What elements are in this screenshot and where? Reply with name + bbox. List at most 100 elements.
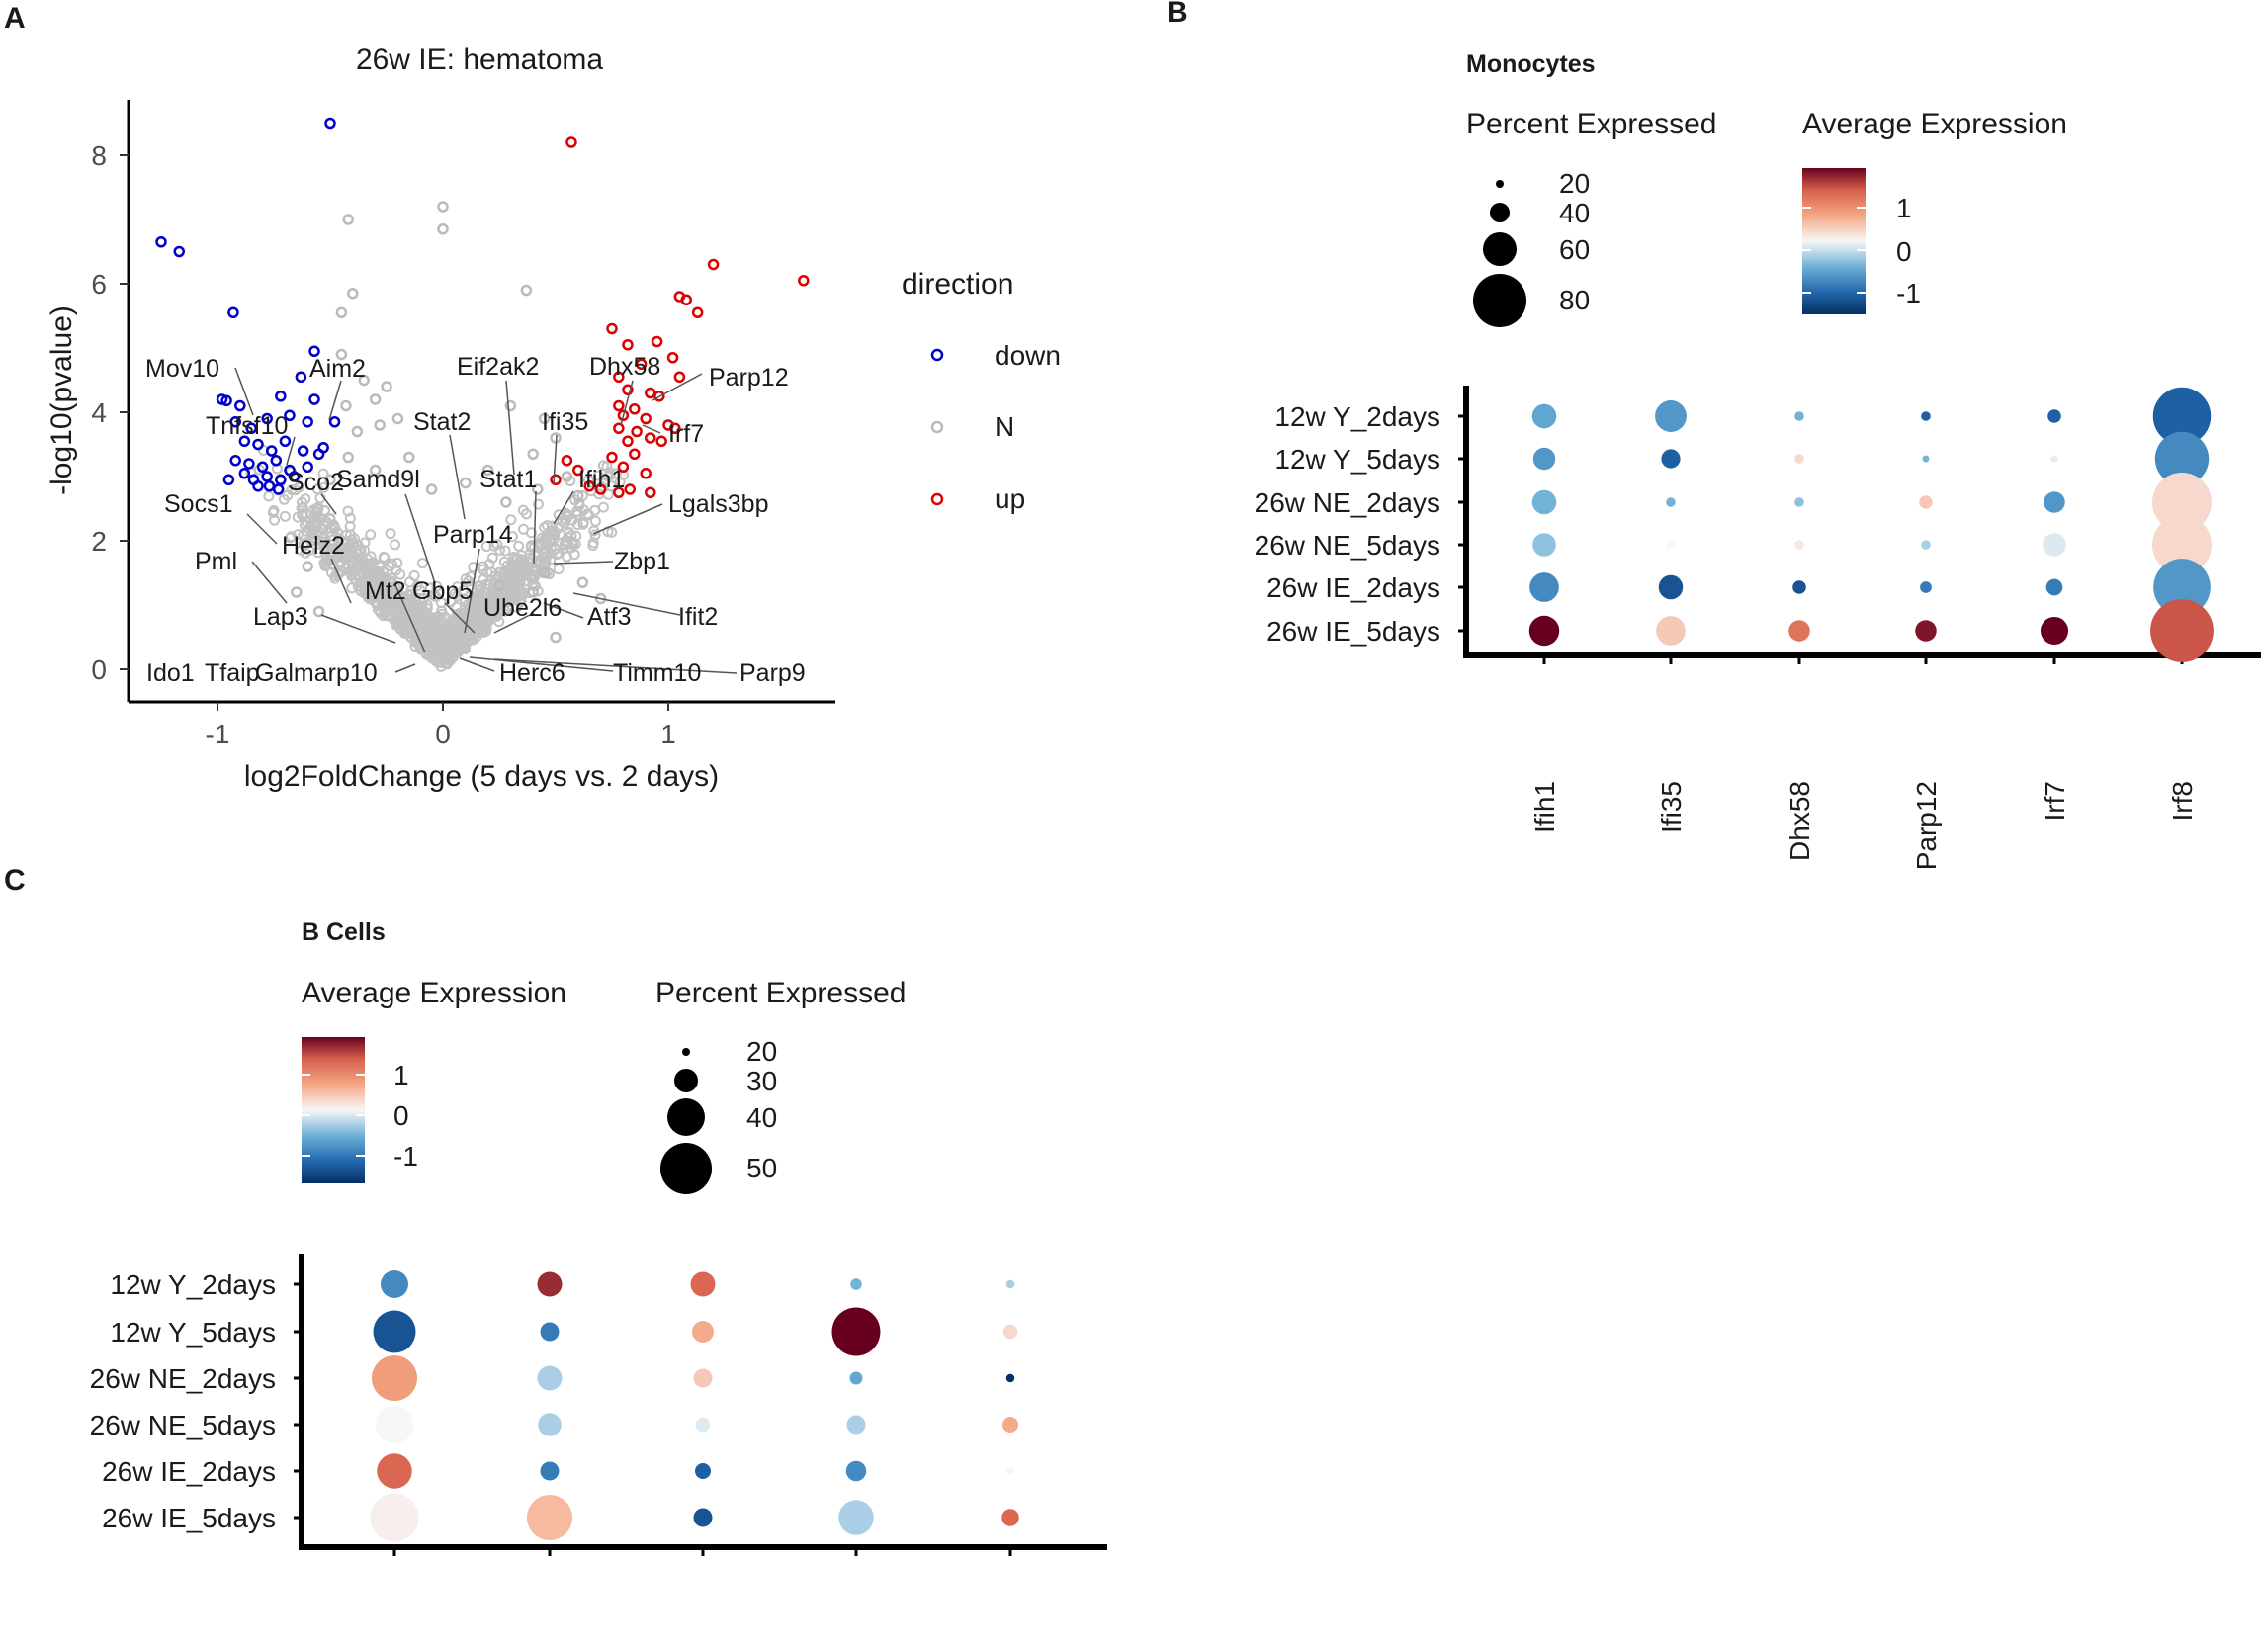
volcano-point-n bbox=[378, 551, 390, 563]
dot bbox=[540, 1461, 560, 1481]
dot bbox=[1655, 400, 1687, 432]
volcano-point-n bbox=[460, 477, 472, 489]
row-label: 12w Y_5days bbox=[1274, 444, 1440, 475]
volcano-point-down bbox=[328, 416, 341, 428]
volcano-point-up bbox=[622, 339, 634, 351]
volcano-point-up bbox=[622, 384, 634, 395]
volcano-point-down bbox=[222, 474, 235, 485]
size-legend-value: 50 bbox=[746, 1153, 777, 1183]
volcano-point-n bbox=[382, 610, 393, 622]
volcano-point-n bbox=[571, 519, 583, 531]
gene-label: Mov10 bbox=[145, 355, 219, 383]
volcano-point-down bbox=[256, 461, 269, 473]
volcano-point-n bbox=[394, 618, 406, 630]
volcano-point-n bbox=[493, 579, 505, 592]
dot bbox=[1658, 574, 1684, 600]
panel-b-label: B bbox=[1167, 0, 1188, 29]
volcano-point-down bbox=[252, 480, 264, 492]
dot bbox=[370, 1493, 419, 1542]
dot bbox=[2040, 616, 2069, 646]
volcano-point-down bbox=[252, 438, 264, 451]
volcano-point-n bbox=[572, 489, 584, 502]
legend-n-label: N bbox=[995, 411, 1014, 442]
dot bbox=[849, 1371, 863, 1385]
volcano-point-n bbox=[468, 562, 479, 573]
volcano-point-n bbox=[589, 515, 601, 527]
volcano-point-n bbox=[484, 614, 496, 626]
direction-legend-title: direction bbox=[902, 268, 1013, 301]
legend-up-label: up bbox=[995, 483, 1025, 514]
dot bbox=[1531, 403, 1557, 429]
size-legend-value: 80 bbox=[1559, 285, 1590, 315]
y-tick-label: 8 bbox=[91, 140, 107, 171]
size-legend-title: Percent Expressed bbox=[1466, 108, 1716, 140]
gene-label: Ube2l6 bbox=[483, 594, 562, 622]
dot bbox=[2047, 409, 2061, 423]
volcano-point-n bbox=[480, 541, 492, 553]
gene-label: Stat2 bbox=[413, 408, 471, 436]
volcano-point-up bbox=[655, 435, 667, 447]
gene-label: Sco2 bbox=[288, 469, 344, 496]
volcano-point-down bbox=[238, 468, 251, 479]
row-label: 26w IE_5days bbox=[1266, 616, 1440, 647]
volcano-point-n bbox=[390, 539, 401, 551]
volcano-point-n bbox=[548, 527, 560, 539]
bcells-size-legend: Percent Expressed 20 30 40 50 bbox=[655, 977, 906, 1194]
volcano-point-n bbox=[263, 490, 275, 502]
volcano-point-n bbox=[513, 540, 525, 552]
volcano-point-n bbox=[372, 597, 384, 609]
volcano-point-up bbox=[613, 486, 625, 498]
size-legend-dot bbox=[1490, 203, 1510, 222]
volcano-point-n bbox=[491, 582, 503, 594]
volcano-point-n bbox=[594, 592, 607, 605]
gene-label: Stat1 bbox=[479, 466, 537, 493]
dot bbox=[1922, 455, 1930, 463]
size-legend-dot bbox=[1483, 232, 1517, 266]
gene-label: Lap3 bbox=[253, 603, 308, 631]
volcano-point-down bbox=[227, 306, 239, 318]
x-tick-label: -1 bbox=[206, 719, 230, 749]
volcano-point-n bbox=[397, 624, 409, 636]
volcano-point-n bbox=[504, 399, 517, 412]
volcano-point-n bbox=[403, 626, 415, 638]
volcano-point-n bbox=[405, 589, 417, 601]
volcano-point-down bbox=[261, 471, 273, 482]
volcano-point-n bbox=[335, 348, 348, 361]
column-label: Parp12 bbox=[1911, 781, 1942, 870]
volcano-point-down bbox=[245, 422, 257, 434]
y-tick-label: 6 bbox=[91, 269, 107, 300]
volcano-point-up bbox=[550, 474, 562, 485]
monocytes-title: Monocytes bbox=[1466, 50, 1596, 78]
volcano-point-n bbox=[317, 468, 329, 479]
color-legend-title: Average Expression bbox=[1802, 108, 2067, 140]
volcano-point-n bbox=[538, 412, 551, 425]
dot bbox=[2151, 472, 2213, 533]
dot bbox=[693, 1508, 713, 1527]
volcano-point-n bbox=[301, 525, 312, 537]
volcano-point-n bbox=[470, 607, 481, 619]
volcano-point-n bbox=[451, 636, 463, 648]
dot bbox=[1529, 572, 1559, 602]
color-legend-tick: 1 bbox=[1896, 193, 1912, 223]
volcano-point-down bbox=[220, 394, 232, 407]
volcano-point-n bbox=[369, 464, 382, 477]
volcano-point-n bbox=[310, 533, 322, 545]
gene-label: Zbp1 bbox=[614, 548, 670, 575]
volcano-point-n bbox=[472, 602, 483, 614]
volcano-point-down bbox=[302, 416, 313, 428]
volcano-point-down bbox=[312, 448, 325, 460]
volcano-point-n bbox=[297, 508, 308, 520]
dot bbox=[1528, 615, 1560, 647]
dot bbox=[850, 1278, 862, 1290]
row-label: 12w Y_2days bbox=[1274, 401, 1440, 432]
size-legend-value: 40 bbox=[1559, 198, 1590, 228]
dot bbox=[693, 1368, 713, 1388]
volcano-point-n bbox=[521, 566, 533, 578]
volcano-point-n bbox=[358, 557, 370, 568]
volcano-point-n bbox=[438, 653, 450, 665]
dot bbox=[2050, 455, 2058, 463]
color-legend-tick: 0 bbox=[393, 1100, 409, 1131]
dot bbox=[540, 1322, 560, 1342]
volcano-point-up bbox=[622, 435, 634, 447]
legend-n-swatch bbox=[930, 420, 944, 434]
